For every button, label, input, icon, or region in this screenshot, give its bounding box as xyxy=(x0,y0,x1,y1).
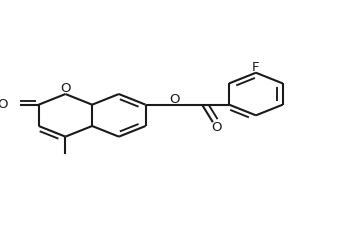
Text: O: O xyxy=(60,82,71,96)
Text: O: O xyxy=(170,93,180,106)
Text: F: F xyxy=(252,61,260,74)
Text: O: O xyxy=(0,98,8,111)
Text: O: O xyxy=(211,121,221,134)
